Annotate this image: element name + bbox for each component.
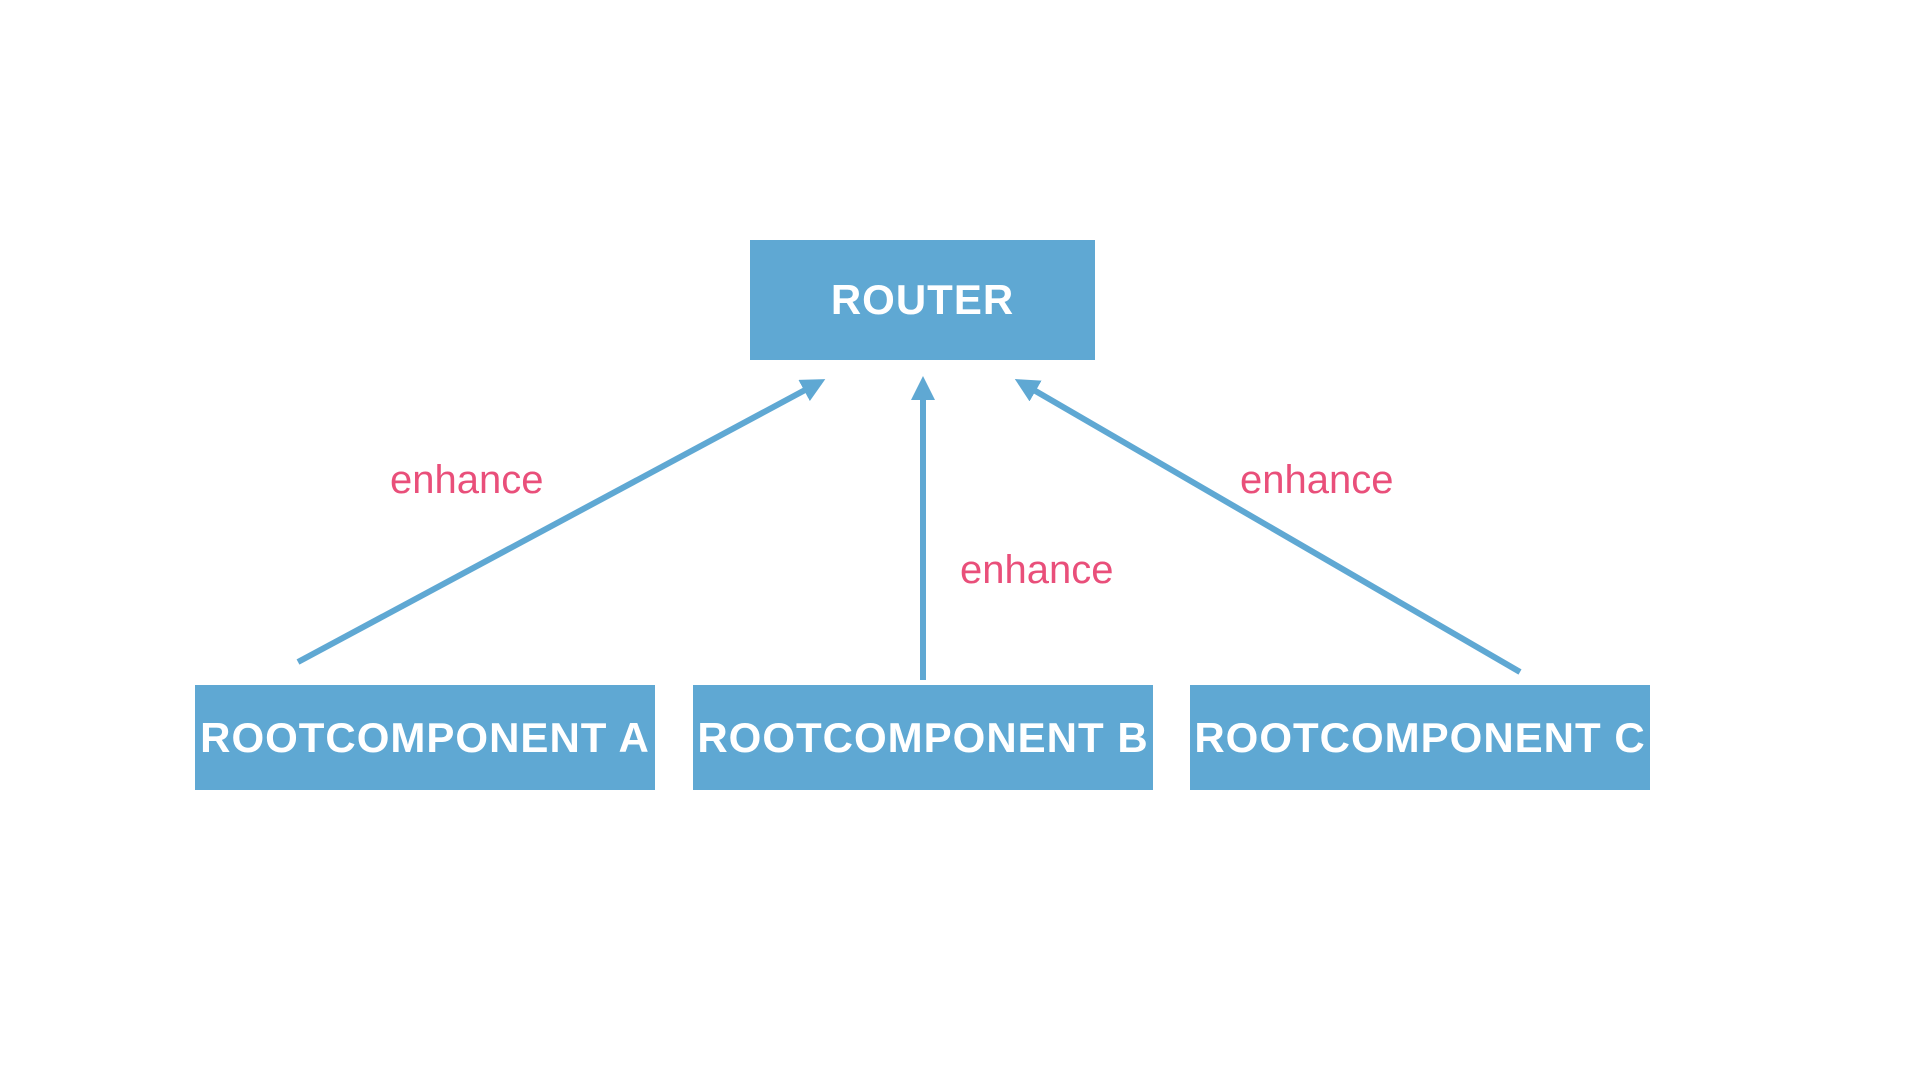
edge-label-a: enhance (390, 458, 543, 503)
edge-a-router (298, 382, 820, 662)
edge-label-c: enhance (1240, 458, 1393, 503)
edges-layer (0, 0, 1920, 1070)
node-router: ROUTER (750, 240, 1095, 360)
node-root-c: ROOTCOMPONENT C (1190, 685, 1650, 790)
edge-c-router (1020, 382, 1520, 672)
router-diagram: ROUTER ROOTCOMPONENT A ROOTCOMPONENT B R… (0, 0, 1920, 1070)
edge-label-b: enhance (960, 548, 1113, 593)
node-root-b: ROOTCOMPONENT B (693, 685, 1153, 790)
node-root-a: ROOTCOMPONENT A (195, 685, 655, 790)
